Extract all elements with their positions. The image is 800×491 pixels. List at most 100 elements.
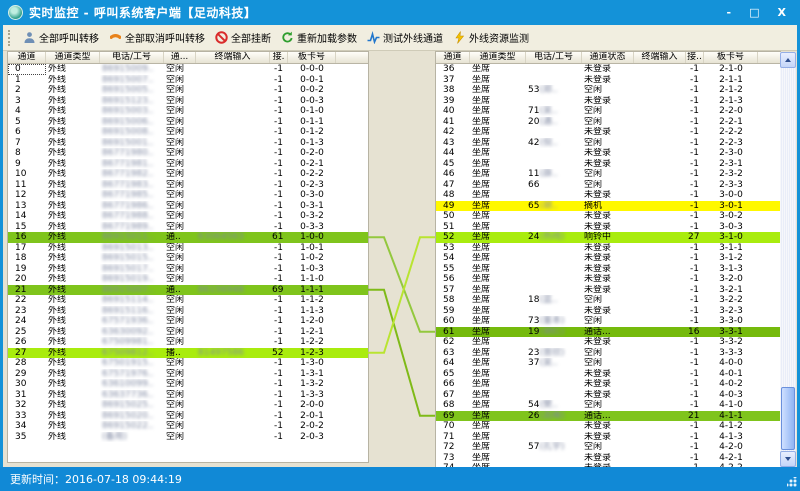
minimize-button[interactable]: - <box>726 6 732 19</box>
table-row[interactable]: 13 外线 86771986.. 空闲 -1 0-3-1 <box>8 201 368 212</box>
table-row[interactable]: 18 外线 86915015.. 空闲 -1 1-0-2 <box>8 253 368 264</box>
close-button[interactable]: X <box>777 6 786 19</box>
table-row[interactable]: 42 坐席 未登录 -1 2-2-2 <box>436 127 780 138</box>
table-row[interactable]: 9 外线 86771981.. 空闲 -1 0-2-1 <box>8 159 368 170</box>
resize-grip[interactable] <box>787 477 797 487</box>
table-row[interactable]: 55 坐席 未登录 -1 3-1-3 <box>436 264 780 275</box>
column-header-answer[interactable]: 接.. <box>686 52 704 63</box>
column-header-answer[interactable]: 接. <box>270 52 288 63</box>
table-row[interactable]: 23 外线 86915116.. 空闲 -1 1-1-3 <box>8 306 368 317</box>
table-row[interactable]: 57 坐席 未登录 -1 3-2-1 <box>436 285 780 296</box>
column-header-phone[interactable]: 电话/工号 <box>526 52 582 63</box>
table-row[interactable]: 46 坐席 11(薛.. 空闲 -1 2-3-2 <box>436 169 780 180</box>
table-row[interactable]: 60 坐席 73(董本) 空闲 -1 3-3-0 <box>436 316 780 327</box>
table-row[interactable]: 56 坐席 未登录 -1 3-2-0 <box>436 274 780 285</box>
table-row[interactable]: 12 外线 86771985.. 空闲 -1 0-3-0 <box>8 190 368 201</box>
table-row[interactable]: 54 坐席 未登录 -1 3-1-2 <box>436 253 780 264</box>
table-row[interactable]: 0 外线 86915009.. 空闲 -1 0-0-0 <box>8 64 368 75</box>
table-row[interactable]: 39 坐席 未登录 -1 2-1-3 <box>436 96 780 107</box>
maximize-button[interactable]: □ <box>749 6 760 19</box>
table-row[interactable]: 70 坐席 未登录 -1 4-1-2 <box>436 421 780 432</box>
table-row[interactable]: 19 外线 86915017.. 空闲 -1 1-0-3 <box>8 264 368 275</box>
table-row[interactable]: 8 外线 86771980.. 空闲 -1 0-2-0 <box>8 148 368 159</box>
table-row[interactable]: 51 坐席 未登录 -1 3-0-3 <box>436 222 780 233</box>
table-row[interactable]: 61 坐席 19(胡红) 通话... 16 3-3-1 <box>436 326 780 337</box>
table-row[interactable]: 64 坐席 37(吴.. 空闲 -1 4-0-0 <box>436 358 780 369</box>
table-row[interactable]: 32 外线 86915025.. 空闲 -1 2-0-0 <box>8 400 368 411</box>
table-row[interactable]: 45 坐席 未登录 -1 2-3-1 <box>436 159 780 170</box>
table-row[interactable]: 58 坐席 18(蓝.. 空闲 -1 3-2-2 <box>436 295 780 306</box>
table-row[interactable]: 50 坐席 未登录 -1 3-0-2 <box>436 211 780 222</box>
table-row[interactable]: 37 坐席 未登录 -1 2-1-1 <box>436 75 780 86</box>
table-row[interactable]: 17 外线 86915013.. 空闲 -1 1-0-1 <box>8 243 368 254</box>
table-row[interactable]: 10 外线 86771982.. 空闲 -1 0-2-2 <box>8 169 368 180</box>
table-row[interactable]: 48 坐席 未登录 -1 3-0-0 <box>436 190 780 201</box>
table-row[interactable]: 5 外线 86915006.. 空闲 -1 0-1-1 <box>8 117 368 128</box>
table-row[interactable]: 67 坐席 未登录 -1 4-0-3 <box>436 390 780 401</box>
column-header-channel[interactable]: 通道 <box>436 52 470 63</box>
table-row[interactable]: 31 外线 63637736.. 空闲 -1 1-3-3 <box>8 390 368 401</box>
table-row[interactable]: 74坐席 未登录 -14-2-2 <box>436 463 780 467</box>
table-row[interactable]: 29 外线 67571976.. 空闲 -1 1-3-1 <box>8 369 368 380</box>
scroll-up-button[interactable] <box>780 52 796 68</box>
table-row[interactable]: 16 外线 86915011.. 通.. 63064563 61 1-0-0 <box>8 232 368 243</box>
table-row[interactable]: 28 外线 67501915.. 空闲 -1 1-3-0 <box>8 358 368 369</box>
table-row[interactable]: 73 坐席 未登录 -1 4-2-1 <box>436 453 780 464</box>
toolbar-button-5[interactable]: 测试外线通道 <box>362 28 448 47</box>
table-row[interactable]: 66 坐席 未登录 -1 4-0-2 <box>436 379 780 390</box>
table-row[interactable]: 49 坐席 65(胡.. 摘机 -1 3-0-1 <box>436 200 780 211</box>
vertical-scrollbar[interactable] <box>780 52 796 467</box>
column-header-status[interactable]: 通道状态 <box>582 52 634 63</box>
table-row[interactable]: 26 外线 67509981.. 空闲 -1 1-2-2 <box>8 337 368 348</box>
table-row[interactable]: 34 外线 86915022.. 空闲 -1 2-0-2 <box>8 421 368 432</box>
table-row[interactable]: 27 外线 67509812.. 播.. 81497586 52 1-2-3 <box>8 347 368 358</box>
column-header-board[interactable]: 板卡号 <box>288 52 336 63</box>
table-row[interactable]: 40 坐席 71(吴.. 空闲 -1 2-2-0 <box>436 106 780 117</box>
table-row[interactable]: 36 坐席 未登录 -1 2-1-0 <box>436 64 780 75</box>
table-row[interactable]: 63 坐席 23(曾欣) 空闲 -1 3-3-3 <box>436 348 780 359</box>
table-row[interactable]: 38 坐席 53(郑.. 空闲 -1 2-1-2 <box>436 85 780 96</box>
table-row[interactable]: 1 外线 86915007.. 空闲 -1 0-0-1 <box>8 75 368 86</box>
table-row[interactable]: 41 坐席 20(遇.. 空闲 -1 2-2-1 <box>436 117 780 128</box>
table-row[interactable]: 7 外线 86915001.. 空闲 -1 0-1-3 <box>8 138 368 149</box>
table-row[interactable]: 30 外线 63610099.. 空闲 -1 1-3-2 <box>8 379 368 390</box>
column-header-channel[interactable]: 通道 <box>8 52 46 63</box>
table-row[interactable]: 59 坐席 未登录 -1 3-2-3 <box>436 306 780 317</box>
column-header-status[interactable]: 通... <box>164 52 196 63</box>
table-row[interactable]: 72 坐席 57(孔宇) 空闲 -1 4-2-0 <box>436 442 780 453</box>
table-row[interactable]: 43 坐席 42(倪.. 空闲 -1 2-2-3 <box>436 138 780 149</box>
table-row[interactable]: 3 外线 86915123.. 空闲 -1 0-0-3 <box>8 96 368 107</box>
table-row[interactable]: 2 外线 86915005.. 空闲 -1 0-0-2 <box>8 85 368 96</box>
table-row[interactable]: 69 坐席 26(高峰) 通话... 21 4-1-1 <box>436 410 780 421</box>
column-header-type[interactable]: 通道类型 <box>46 52 100 63</box>
toolbar-button-3[interactable]: 全部挂断 <box>210 28 276 47</box>
column-header-type[interactable]: 通道类型 <box>470 52 526 63</box>
table-row[interactable]: 47 坐席 66 空闲 -1 2-3-3 <box>436 180 780 191</box>
column-header-terminal[interactable]: 终端输入 <box>196 52 270 63</box>
table-row[interactable]: 21 外线 86915007.. 通.. 86156948 69 1-1-1 <box>8 284 368 295</box>
table-row[interactable]: 35 外线 (备用) 空闲 -1 2-0-3 <box>8 432 368 443</box>
table-row[interactable]: 4 外线 86915003.. 空闲 -1 0-1-0 <box>8 106 368 117</box>
table-row[interactable]: 33 外线 86915020.. 空闲 -1 2-0-1 <box>8 411 368 422</box>
table-row[interactable]: 44 坐席 未登录 -1 2-3-0 <box>436 148 780 159</box>
column-header-board[interactable]: 板卡号 <box>704 52 758 63</box>
table-row[interactable]: 62 坐席 未登录 -1 3-3-2 <box>436 337 780 348</box>
table-row[interactable]: 25 外线 63630092.. 空闲 -1 1-2-1 <box>8 327 368 338</box>
table-row[interactable]: 68 坐席 54(樊.. 空闲 -1 4-1-0 <box>436 400 780 411</box>
scrollbar-thumb[interactable] <box>781 387 795 450</box>
table-row[interactable]: 15 外线 86771989.. 空闲 -1 0-3-3 <box>8 222 368 233</box>
table-row[interactable]: 53 坐席 未登录 -1 3-1-1 <box>436 243 780 254</box>
table-row[interactable]: 52 坐席 24(热线) 响铃中 27 3-1-0 <box>436 232 780 243</box>
table-row[interactable]: 22 外线 86915114.. 空闲 -1 1-1-2 <box>8 295 368 306</box>
table-row[interactable]: 24 外线 67571936.. 空闲 -1 1-2-0 <box>8 316 368 327</box>
table-row[interactable]: 65 坐席 未登录 -1 4-0-1 <box>436 369 780 380</box>
table-row[interactable]: 20 外线 86915019.. 空闲 -1 1-1-0 <box>8 274 368 285</box>
column-header-phone[interactable]: 电话/工号 <box>100 52 164 63</box>
table-row[interactable]: 11 外线 86771983.. 空闲 -1 0-2-3 <box>8 180 368 191</box>
table-row[interactable]: 71 坐席 未登录 -1 4-1-3 <box>436 432 780 443</box>
toolbar-button-6[interactable]: 外线资源监测 <box>448 28 534 47</box>
toolbar-button-2[interactable]: 全部取消呼叫转移 <box>104 28 210 47</box>
toolbar-button-1[interactable]: 全部呼叫转移 <box>18 28 104 47</box>
toolbar-button-4[interactable]: 重新加载参数 <box>276 28 362 47</box>
table-row[interactable]: 6 外线 86915008.. 空闲 -1 0-1-2 <box>8 127 368 138</box>
